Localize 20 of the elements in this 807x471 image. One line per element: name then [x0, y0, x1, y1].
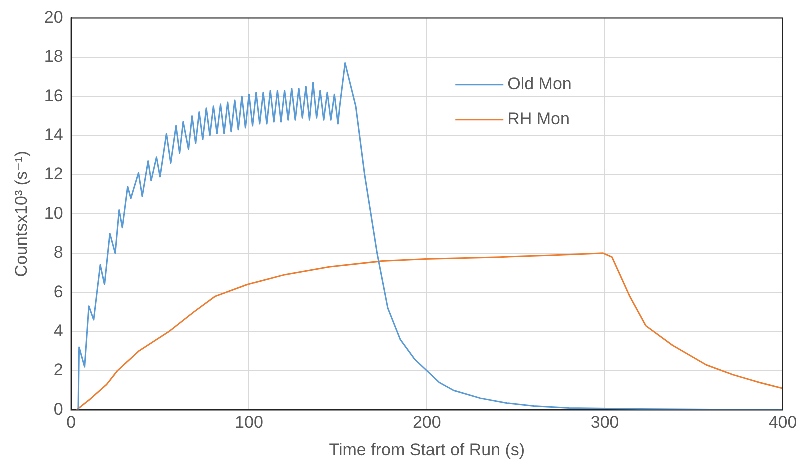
y-axis-title: Countsx10³ (s⁻¹) — [12, 151, 31, 278]
y-tick-label: 20 — [44, 8, 64, 27]
y-tick-label: 10 — [44, 204, 64, 223]
legend-label: Old Mon — [508, 74, 572, 94]
x-tick-label: 0 — [66, 413, 76, 432]
y-tick-label: 18 — [44, 47, 64, 66]
y-tick-label: 4 — [54, 321, 64, 340]
y-tick-label: 16 — [44, 86, 64, 106]
legend-label: RH Mon — [508, 110, 570, 129]
x-tick-label: 400 — [768, 413, 798, 432]
y-tick-label: 0 — [54, 400, 64, 419]
y-tick-label: 14 — [44, 125, 64, 144]
x-tick-label: 200 — [412, 413, 442, 432]
x-tick-label: 100 — [235, 413, 264, 432]
x-axis-title: Time from Start of Run (s) — [329, 440, 526, 460]
x-tick-label: 300 — [590, 413, 620, 432]
y-tick-label: 6 — [54, 282, 64, 302]
y-tick-label: 8 — [54, 243, 64, 262]
y-tick-label: 2 — [54, 360, 64, 380]
y-tick-label: 12 — [44, 164, 64, 184]
